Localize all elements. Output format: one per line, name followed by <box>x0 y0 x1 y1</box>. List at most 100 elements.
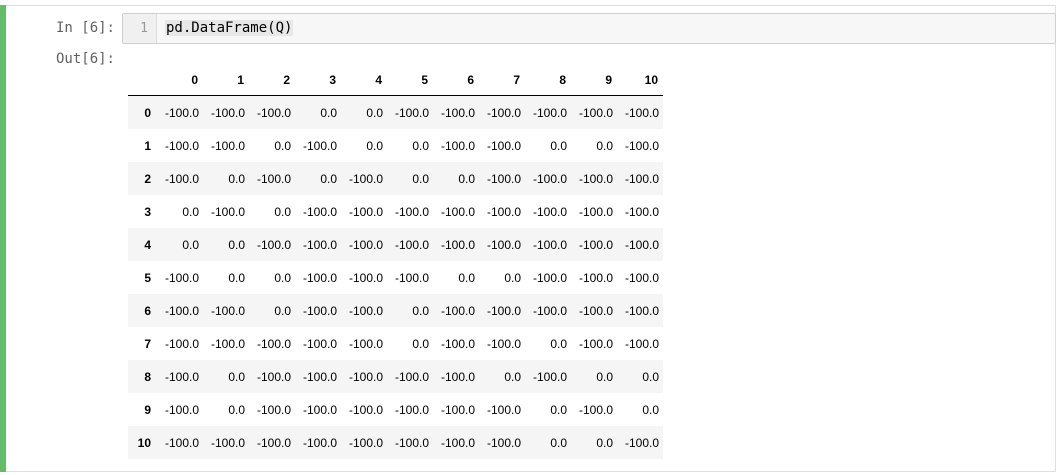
table-cell: -100.0 <box>302 303 337 318</box>
table-cell: -100.0 <box>486 204 521 219</box>
table-cell: -100.0 <box>578 237 613 252</box>
table-cell: -100.0 <box>394 105 429 120</box>
table-cell: -100.0 <box>440 402 475 417</box>
table-cell: -100.0 <box>256 237 291 252</box>
table-cell: -100.0 <box>348 237 383 252</box>
table-cell: -100.0 <box>256 402 291 417</box>
column-header: 2 <box>249 65 295 96</box>
table-cell: -100.0 <box>302 270 337 285</box>
table-cell: -100.0 <box>440 435 475 450</box>
table-cell: -100.0 <box>440 336 475 351</box>
table-cell: -100.0 <box>302 402 337 417</box>
table-cell: -100.0 <box>440 138 475 153</box>
table-cell: -100.0 <box>532 105 567 120</box>
header-row: 0 1 2 3 4 5 6 7 8 9 10 <box>128 65 663 96</box>
table-cell: -100.0 <box>486 171 521 186</box>
table-cell: -100.0 <box>210 303 245 318</box>
table-cell: -100.0 <box>164 369 199 384</box>
table-cell: 0.0 <box>274 138 291 153</box>
row-index: 7 <box>144 336 151 351</box>
table-cell: -100.0 <box>486 336 521 351</box>
column-header: 7 <box>479 65 525 96</box>
table-cell: -100.0 <box>348 270 383 285</box>
column-header: 1 <box>203 65 249 96</box>
table-cell: 0.0 <box>550 138 567 153</box>
table-cell: 0.0 <box>274 204 291 219</box>
table-cell: -100.0 <box>302 204 337 219</box>
table-cell: -100.0 <box>348 435 383 450</box>
dataframe-table: 0 1 2 3 4 5 6 7 8 9 10 0 -100.0 -100.0 -100.0 0.0 0.0 -1… <box>128 65 663 459</box>
table-cell: -100.0 <box>624 435 659 450</box>
table-cell: -100.0 <box>624 105 659 120</box>
table-cell: 0.0 <box>412 171 429 186</box>
input-prompt: In [6]: <box>55 20 115 36</box>
table-cell: -100.0 <box>302 369 337 384</box>
output-area: 0 1 2 3 4 5 6 7 8 9 10 0 -100.0 -100.0 -100.0 0.0 0.0 -1… <box>128 65 663 459</box>
table-cell: 0.0 <box>228 237 245 252</box>
row-index: 6 <box>144 303 151 318</box>
table-cell: -100.0 <box>486 138 521 153</box>
table-cell: -100.0 <box>578 204 613 219</box>
table-cell: -100.0 <box>532 171 567 186</box>
table-cell: -100.0 <box>440 237 475 252</box>
table-cell: -100.0 <box>256 171 291 186</box>
table-cell: 0.0 <box>596 138 613 153</box>
table-cell: -100.0 <box>164 435 199 450</box>
table-cell: 0.0 <box>412 303 429 318</box>
table-cell: 0.0 <box>182 237 199 252</box>
code-text[interactable]: pd.DataFrame(Q) <box>165 20 294 36</box>
table-header: 0 1 2 3 4 5 6 7 8 9 10 <box>128 65 663 96</box>
row-index: 3 <box>144 204 151 219</box>
table-cell: 0.0 <box>596 369 613 384</box>
table-cell: -100.0 <box>164 138 199 153</box>
table-cell: 0.0 <box>504 270 521 285</box>
table-cell: -100.0 <box>164 105 199 120</box>
table-cell: -100.0 <box>532 204 567 219</box>
table-cell: 0.0 <box>550 336 567 351</box>
table-cell: -100.0 <box>256 105 291 120</box>
row-index: 4 <box>144 237 151 252</box>
table-cell: -100.0 <box>486 435 521 450</box>
table-cell: -100.0 <box>164 402 199 417</box>
table-row: 10 -100.0 -100.0 -100.0 -100.0 -100.0 -100.0 -1… <box>128 426 663 459</box>
column-header: 6 <box>433 65 479 96</box>
table-row: 0 -100.0 -100.0 -100.0 0.0 0.0 -100.0 -100.0 -10… <box>128 95 663 129</box>
table-row: 3 0.0 -100.0 0.0 -100.0 -100.0 -100.0 -100.0 -10… <box>128 195 663 228</box>
table-cell: -100.0 <box>348 303 383 318</box>
row-index: 1 <box>144 138 151 153</box>
table-cell: -100.0 <box>210 435 245 450</box>
column-header: 4 <box>341 65 387 96</box>
table-row: 4 0.0 0.0 -100.0 -100.0 -100.0 -100.0 -100.0 -10… <box>128 228 663 261</box>
table-cell: -100.0 <box>624 270 659 285</box>
column-header: 10 <box>617 65 663 96</box>
table-cell: 0.0 <box>274 303 291 318</box>
table-cell: 0.0 <box>596 435 613 450</box>
table-cell: -100.0 <box>532 369 567 384</box>
table-cell: -100.0 <box>624 237 659 252</box>
code-input-area[interactable]: 1 pd.DataFrame(Q) <box>122 13 1056 44</box>
column-header: 3 <box>295 65 341 96</box>
table-cell: -100.0 <box>348 402 383 417</box>
table-cell: -100.0 <box>440 369 475 384</box>
column-header: 0 <box>157 65 203 96</box>
table-row: 1 -100.0 -100.0 0.0 -100.0 0.0 0.0 -100.0 -100.0… <box>128 129 663 162</box>
table-cell: -100.0 <box>578 270 613 285</box>
table-cell: -100.0 <box>578 303 613 318</box>
table-cell: -100.0 <box>578 105 613 120</box>
column-header: 9 <box>571 65 617 96</box>
table-cell: -100.0 <box>256 336 291 351</box>
table-cell: 0.0 <box>412 138 429 153</box>
table-cell: 0.0 <box>228 270 245 285</box>
table-row: 7 -100.0 -100.0 -100.0 -100.0 -100.0 0.0 -100.0… <box>128 327 663 360</box>
table-cell: -100.0 <box>302 237 337 252</box>
table-cell: -100.0 <box>348 336 383 351</box>
table-cell: -100.0 <box>210 204 245 219</box>
row-index: 10 <box>137 435 151 450</box>
table-cell: -100.0 <box>210 138 245 153</box>
table-cell: 0.0 <box>228 171 245 186</box>
table-cell: -100.0 <box>532 270 567 285</box>
table-cell: -100.0 <box>440 303 475 318</box>
column-header: 8 <box>525 65 571 96</box>
table-cell: -100.0 <box>624 336 659 351</box>
table-row: 8 -100.0 0.0 -100.0 -100.0 -100.0 -100.0 -100.0… <box>128 360 663 393</box>
